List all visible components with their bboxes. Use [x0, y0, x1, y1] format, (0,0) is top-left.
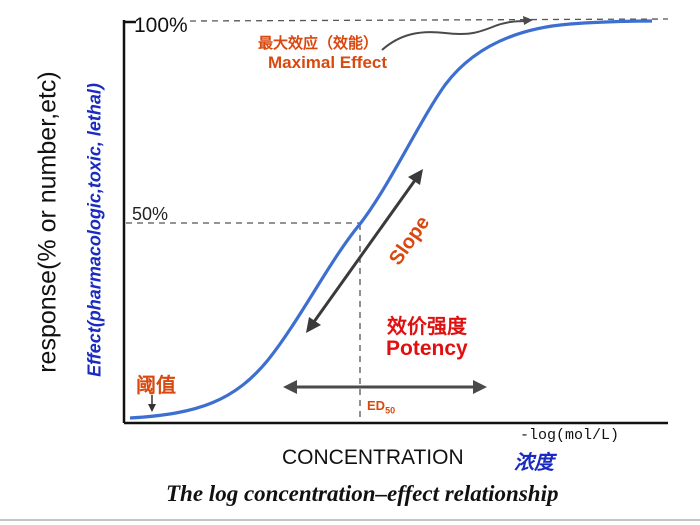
max-effect-dashed-line	[189, 18, 669, 22]
slope-arrow-head-top	[408, 169, 423, 185]
y-axis-label: response(% or number,etc)	[33, 71, 62, 373]
ed50-main-text: ED	[367, 398, 386, 413]
ed50-subscript: 50	[385, 405, 396, 416]
x-axis-unit-label: -log(mol/L)	[520, 427, 620, 444]
threshold-arrow-head	[148, 404, 156, 412]
y-axis-secondary-label: Effect(pharmacologic,toxic, lethal)	[84, 83, 105, 377]
potency-arrow-head-right	[473, 380, 487, 394]
maximal-effect-label-en: Maximal Effect	[268, 53, 388, 72]
maximal-effect-label-cn: 最大效应（效能）	[258, 35, 379, 52]
max-effect-pointer-head	[523, 16, 533, 25]
dose-response-curve	[129, 19, 653, 420]
x-axis-label: CONCENTRATION	[282, 446, 464, 469]
slope-arrow-head-bottom	[306, 317, 321, 333]
figure-caption: The log concentration–effect relationshi…	[166, 481, 559, 506]
x-axis-label-cn: 浓度	[514, 452, 554, 474]
potency-arrow-head-left	[283, 380, 297, 394]
potency-label-en: Potency	[386, 337, 468, 360]
potency-label-cn: 效价强度	[387, 316, 467, 338]
max-effect-pointer-arrow	[381, 20, 529, 51]
threshold-label: 阈值	[136, 375, 176, 397]
tick-label-50: 50%	[132, 204, 169, 224]
slope-arrow-line	[309, 175, 420, 327]
tick-label-100: 100%	[134, 14, 188, 37]
ed50-label: ED50	[367, 398, 395, 416]
